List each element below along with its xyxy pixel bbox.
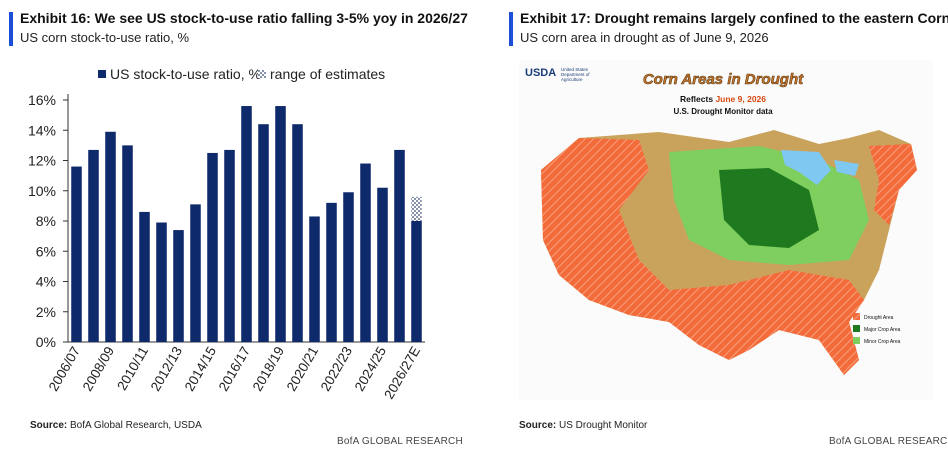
y-tick-label: 12% <box>28 153 56 169</box>
bar <box>241 106 252 342</box>
corn-drought-map: USDA United States Department of Agricul… <box>519 60 933 400</box>
stock-to-use-chart: 0% 2% 4% 6% 8% 10% 12% 14% 16% 2006/072008/092010… <box>28 66 425 402</box>
drought-west <box>541 138 669 322</box>
exhibit-17-title: Exhibit 17: Drought remains largely conf… <box>520 10 948 26</box>
x-tick-label: 2020/21 <box>284 344 321 394</box>
range-bar <box>411 196 422 221</box>
legend-swatch-minor <box>853 337 860 344</box>
y-tick-label: 16% <box>28 92 56 108</box>
bar <box>360 163 371 342</box>
legend-swatch-drought <box>853 313 860 320</box>
great-lakes <box>834 160 859 176</box>
bar <box>105 131 116 342</box>
exhibit-17-subtitle: US corn area in drought as of June 9, 20… <box>520 30 769 45</box>
bar <box>71 166 82 342</box>
usda-org-line: Department of <box>561 72 590 77</box>
bar <box>343 192 354 342</box>
legend-swatch-major <box>853 325 860 332</box>
exhibit-16: Exhibit 16: We see US stock-to-use ratio… <box>0 0 468 456</box>
legend-swatch-ratio <box>98 70 106 78</box>
y-tick-label: 6% <box>36 243 56 259</box>
exhibit-16-source: Source: BofA Global Research, USDA <box>30 420 202 431</box>
bar <box>309 216 320 342</box>
exhibit-16-subtitle: US corn stock-to-use ratio, % <box>20 30 190 45</box>
bar <box>275 106 286 342</box>
source-label: Source: <box>519 420 557 431</box>
y-tick-label: 0% <box>36 334 56 350</box>
exhibit-accent-bar <box>509 12 513 46</box>
bar <box>258 124 269 342</box>
source-text: US Drought Monitor <box>559 420 648 431</box>
y-tick-label: 8% <box>36 213 56 229</box>
bar <box>224 149 235 342</box>
bar <box>156 222 167 342</box>
legend-drought: Drought Area <box>864 315 894 321</box>
source-label: Source: <box>30 420 68 431</box>
x-tick-label: 2016/17 <box>216 344 253 394</box>
usda-logo: USDA <box>525 67 556 79</box>
map-monitor-label: U.S. Drought Monitor data <box>673 107 773 116</box>
exhibit-accent-bar <box>9 12 13 46</box>
bar <box>88 149 99 342</box>
exhibit-17-footer: BofA GLOBAL RESEARCH <box>829 436 948 447</box>
map-legend: Drought Area Major Crop Area Minor Crop … <box>853 313 901 345</box>
x-tick-label: 2014/15 <box>182 344 219 394</box>
bar <box>292 124 303 342</box>
legend-swatch-range <box>258 70 266 78</box>
y-tick-label: 2% <box>36 304 56 320</box>
source-text: BofA Global Research, USDA <box>70 420 202 431</box>
us-map-illustration: USDA United States Department of Agricul… <box>525 67 917 375</box>
bar <box>394 149 405 342</box>
legend-minor-crop: Minor Crop Area <box>864 339 901 345</box>
bar <box>377 187 388 342</box>
map-reflects: Reflects June 9, 2026 <box>680 94 766 104</box>
exhibit-16-title: Exhibit 16: We see US stock-to-use ratio… <box>20 10 468 26</box>
drought-northeast <box>869 144 917 225</box>
y-tick-label: 14% <box>28 122 56 138</box>
usda-org-line: Agriculture <box>561 77 583 82</box>
map-title: Corn Areas in Drought <box>643 71 804 88</box>
legend-ratio: US stock-to-use ratio, % <box>110 66 261 82</box>
bar <box>411 221 422 342</box>
major-crop-area <box>719 168 819 248</box>
great-lakes <box>781 150 831 185</box>
x-tick-label: 2010/11 <box>114 344 151 393</box>
drought-south <box>669 270 864 375</box>
exhibit-17: Exhibit 17: Drought remains largely conf… <box>500 0 948 456</box>
x-tick-label: 2022/23 <box>318 344 355 394</box>
x-tick-label: 2006/07 <box>46 344 83 394</box>
y-tick-label: 10% <box>28 183 56 199</box>
exhibit-16-footer: BofA GLOBAL RESEARCH <box>337 436 463 447</box>
bar <box>190 204 201 342</box>
bar <box>139 211 150 342</box>
bar <box>122 145 133 342</box>
exhibit-17-source: Source: US Drought Monitor <box>519 420 647 431</box>
usda-org-line: United States <box>561 67 589 72</box>
bar <box>207 152 218 342</box>
x-tick-label: 2018/19 <box>250 344 287 394</box>
x-tick-label: 2008/09 <box>80 344 117 394</box>
x-tick-label: 2024/25 <box>352 344 389 394</box>
bar <box>326 202 337 342</box>
bar <box>173 230 184 342</box>
y-tick-label: 4% <box>36 274 56 290</box>
legend-range: range of estimates <box>270 66 385 82</box>
x-tick-label: 2012/13 <box>148 344 185 394</box>
legend-major-crop: Major Crop Area <box>864 327 901 333</box>
